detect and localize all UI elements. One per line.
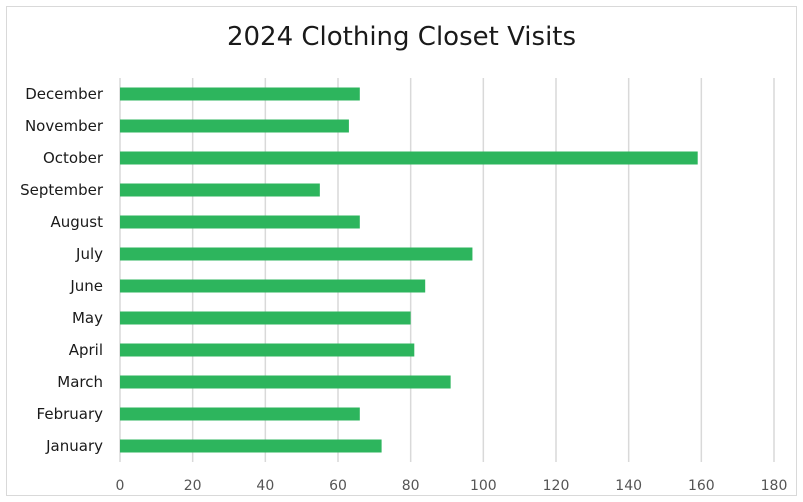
category-label: November (25, 117, 104, 135)
bar (120, 279, 426, 293)
bar (120, 183, 320, 197)
chart-title: 2024 Clothing Closet Visits (226, 22, 577, 52)
x-tick-label: 20 (184, 478, 202, 494)
bar (120, 439, 382, 453)
x-tick-label: 120 (543, 478, 570, 494)
bar (120, 247, 473, 261)
category-label: January (45, 437, 103, 455)
bar (120, 215, 360, 229)
bar (120, 375, 451, 389)
bar (120, 151, 698, 165)
x-tick-label: 40 (256, 478, 274, 494)
category-label: December (25, 85, 104, 103)
bar (120, 311, 411, 325)
x-tick-label: 140 (615, 478, 642, 494)
bar (120, 407, 360, 421)
category-label: May (72, 309, 103, 327)
bar (120, 343, 415, 357)
category-label: April (69, 341, 103, 359)
category-label: September (20, 181, 104, 199)
category-label: July (75, 245, 103, 263)
x-tick-label: 160 (688, 478, 715, 494)
x-tick-label: 0 (116, 478, 125, 494)
category-label: October (43, 149, 104, 167)
bar (120, 119, 349, 133)
category-label: February (37, 405, 104, 423)
x-tick-label: 180 (761, 478, 788, 494)
x-tick-label: 100 (470, 478, 497, 494)
category-label: August (51, 213, 104, 231)
category-label: March (57, 373, 103, 391)
category-label: June (69, 277, 103, 295)
x-tick-label: 80 (402, 478, 420, 494)
bar (120, 87, 360, 101)
x-tick-label: 60 (329, 478, 347, 494)
